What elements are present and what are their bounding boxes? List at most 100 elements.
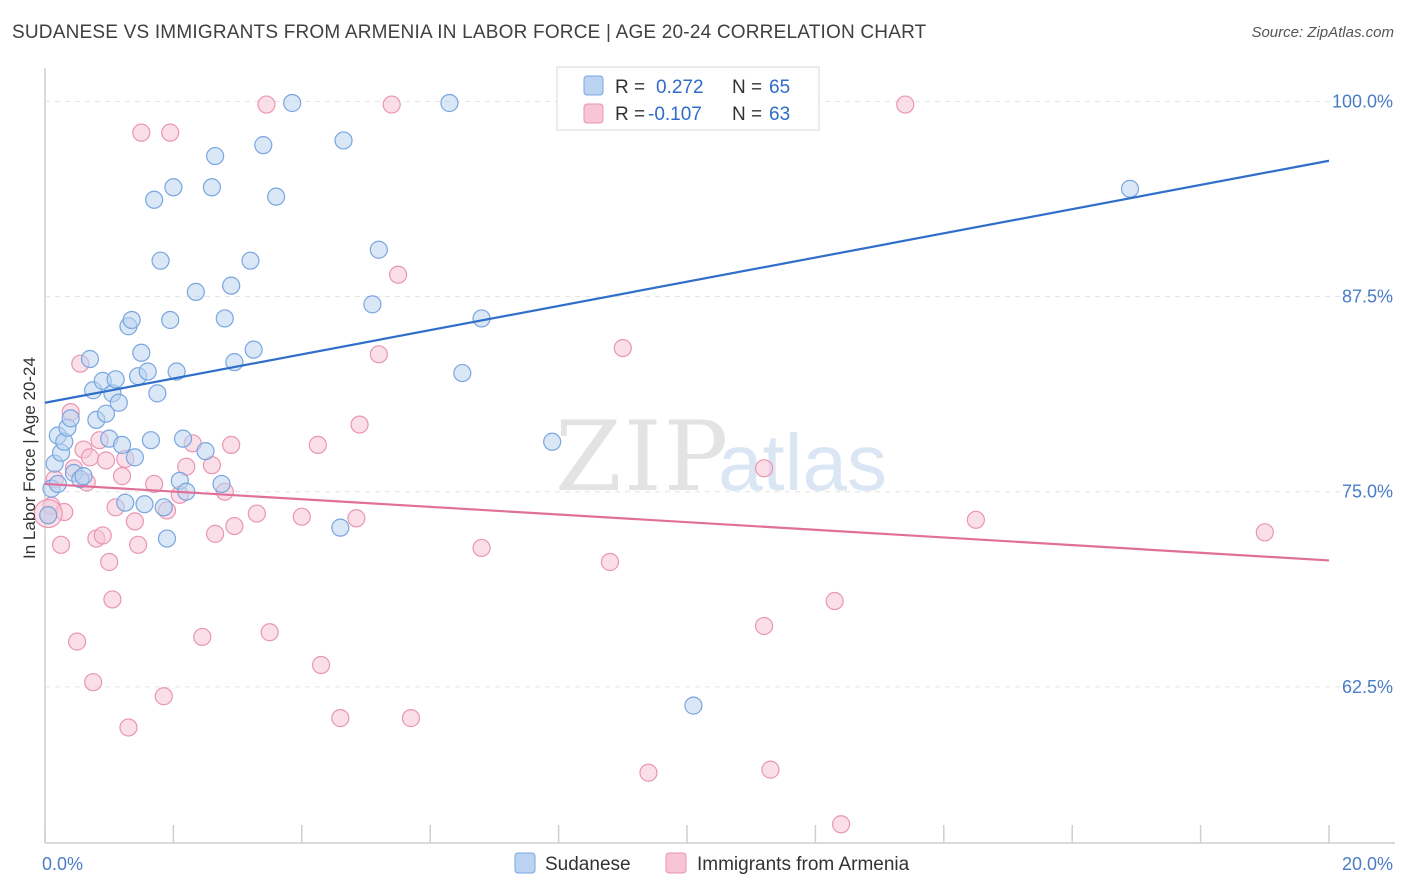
watermark-atlas: atlas (718, 418, 887, 507)
armenia-point-18 (103, 590, 122, 609)
sudanese-point-45 (212, 474, 231, 494)
y-tick-label-1: 75.0% (1342, 482, 1393, 502)
sudanese-point-57 (369, 240, 388, 259)
sudanese-point-52 (267, 187, 286, 206)
y-tick-label-0: 62.5% (1342, 677, 1393, 697)
source-label: Source: ZipAtlas.com (1251, 24, 1394, 41)
legend-r-value-1: 0.272 (656, 77, 704, 98)
armenia-point-55 (639, 763, 658, 782)
armenia-point-24 (128, 535, 148, 554)
sudanese-point-56 (363, 295, 382, 314)
armenia-point-47 (350, 415, 369, 434)
legend-n-label-1: N = (732, 77, 762, 98)
armenia-point-11 (80, 448, 100, 467)
armenia-point-3 (51, 535, 71, 554)
armenia-point-44 (311, 655, 331, 675)
armenia-point-59 (825, 591, 844, 611)
sudanese-point-10 (74, 467, 93, 486)
y-tick-label-3: 100.0% (1332, 91, 1393, 111)
sudanese-point-42 (196, 442, 215, 461)
sudanese-point-37 (167, 362, 186, 381)
x-tick-label-0: 0.0% (42, 854, 83, 874)
armenia-point-26 (145, 474, 164, 494)
sudanese-point-32 (151, 251, 170, 270)
legend-n-label-2: N = (732, 104, 762, 125)
armenia-point-29 (161, 123, 180, 142)
y-axis-label: In Labor Force | Age 20-24 (20, 357, 39, 559)
armenia-point-25 (132, 123, 151, 142)
sudanese-point-34 (157, 529, 177, 548)
armenia-point-17 (100, 552, 119, 572)
sudanese-point-54 (331, 518, 350, 537)
sudanese-point-63 (1120, 179, 1140, 198)
sudanese-point-33 (154, 498, 173, 517)
armenia-point-57 (761, 760, 780, 779)
axes (44, 68, 1395, 844)
armenia-point-60 (831, 815, 851, 834)
sudanese-point-27 (135, 495, 154, 514)
armenia-point-33 (193, 627, 212, 647)
sudanese-point-26 (132, 343, 151, 362)
armenia-point-45 (331, 709, 350, 728)
armenia-point-58 (754, 616, 774, 636)
x-tick-labels: 0.0% 20.0% (42, 854, 1393, 874)
sudanese-point-23 (122, 310, 141, 330)
armenia-point-20 (112, 467, 132, 486)
sudanese-point-36 (164, 178, 183, 197)
armenia-point-63 (1255, 523, 1274, 542)
sudanese-point-39 (173, 429, 193, 448)
bottom-legend-label-armenia: Immigrants from Armenia (697, 854, 910, 875)
armenia-point-54 (613, 338, 632, 358)
armenia-point-53 (600, 552, 620, 572)
sudanese-point-11 (80, 349, 100, 369)
sudanese-point-61 (543, 432, 562, 451)
armenia-point-49 (382, 95, 401, 114)
sudanese-point-51 (254, 136, 273, 155)
sudanese-point-53 (283, 93, 302, 113)
sudanese-point-41 (186, 282, 205, 301)
armenia-point-37 (222, 435, 241, 454)
armenia-point-52 (472, 538, 491, 558)
bottom-legend-swatch-sudanese (514, 852, 536, 874)
armenia-point-61 (896, 95, 915, 114)
legend-r-value-2: -0.107 (648, 104, 702, 125)
armenia-point-42 (292, 507, 311, 526)
legend-swatch-armenia (583, 103, 604, 124)
correlation-legend: R = 0.272 N = 65 R = -0.107 N = 63 (556, 66, 820, 131)
sudanese-trend-line (44, 159, 1330, 404)
y-tick-label-2: 87.5% (1342, 287, 1393, 307)
series-legend: Sudanese Immigrants from Armenia (514, 852, 910, 875)
sudanese-point-59 (453, 363, 472, 383)
sudanese-point-50 (244, 340, 263, 359)
armenia-point-27 (154, 687, 173, 706)
bottom-legend-label-sudanese: Sudanese (545, 854, 631, 875)
armenia-point-48 (369, 345, 388, 364)
armenia-point-62 (966, 510, 986, 529)
legend-swatch-sudanese (583, 75, 604, 96)
sudanese-point-18 (106, 370, 125, 389)
armenia-point-46 (347, 509, 366, 528)
legend-r-label-2: R = (615, 104, 645, 125)
legend-n-value-2: 63 (769, 104, 790, 125)
sudanese-point-43 (202, 178, 222, 197)
watermark-zip: ZIP (555, 401, 730, 513)
sudanese-point-19 (109, 393, 128, 412)
armenia-point-56 (754, 459, 774, 478)
sudanese-point-20 (112, 435, 132, 454)
sudanese-point-46 (215, 309, 234, 328)
armenia-point-38 (225, 516, 244, 536)
armenia-point-50 (389, 265, 408, 284)
armenia-point-16 (96, 451, 116, 470)
armenia-point-7 (67, 632, 87, 651)
legend-n-value-1: 65 (769, 77, 790, 98)
chart-title: SUDANESE VS IMMIGRANTS FROM ARMENIA IN L… (12, 22, 927, 43)
armenia-trend-line (44, 482, 1330, 562)
sudanese-point-15 (96, 404, 116, 423)
sudanese-point-44 (206, 146, 225, 166)
x-tick-label-1: 20.0% (1342, 854, 1393, 874)
armenia-point-41 (260, 623, 279, 642)
sudanese-point-0 (39, 506, 58, 525)
sudanese-point-47 (222, 276, 241, 295)
armenia-point-39 (247, 504, 266, 523)
